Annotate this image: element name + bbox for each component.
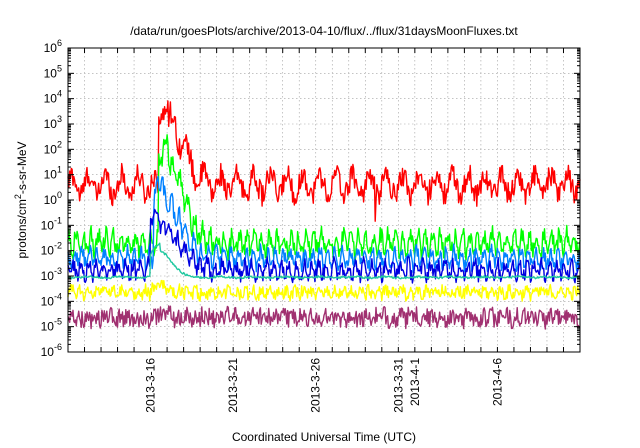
y-tick-label: 105 — [44, 63, 62, 80]
x-tick-label: 2013-3-21 — [226, 358, 240, 413]
x-axis-label: Coordinated Universal Time (UTC) — [232, 430, 416, 444]
series-line-5 — [67, 279, 581, 302]
y-axis-label-rest: -s-sr-MeV — [15, 141, 29, 194]
x-tick-label: 2013-4-6 — [490, 358, 504, 406]
y-axis-label: protons/cm2-s-sr-MeV — [13, 141, 29, 258]
y-tick-label: 101 — [44, 165, 62, 182]
y-tick-label: 106 — [44, 38, 62, 55]
series-line-6 — [67, 305, 581, 330]
x-tick-label: 2013-3-16 — [144, 358, 158, 413]
series-line-4 — [67, 242, 581, 280]
y-tick-label: 10-6 — [41, 342, 62, 359]
y-tick-label: 10-2 — [41, 241, 62, 258]
y-axis-label-sup: 2 — [13, 194, 23, 199]
y-tick-label: 102 — [44, 139, 62, 156]
x-tick-label: 2013-4-1 — [408, 358, 422, 406]
y-tick-label: 10-1 — [41, 215, 62, 232]
x-tick-label: 2013-3-31 — [391, 358, 405, 413]
y-tick-label: 10-5 — [41, 317, 62, 334]
y-tick-label: 100 — [44, 190, 62, 207]
series-line-2 — [67, 175, 581, 275]
y-tick-label: 103 — [44, 114, 62, 131]
y-tick-label: 10-4 — [41, 291, 62, 308]
series-line-0 — [67, 100, 581, 222]
series-layer — [67, 100, 581, 330]
tick-layer: 10-6 10-5 10-4 10-3 10-2 10-1 100 101 102 103 104 1… — [41, 38, 580, 413]
y-tick-label: 104 — [44, 89, 62, 106]
y-tick-label: 10-3 — [41, 266, 62, 283]
chart-title: /data/run/goesPlots/archive/2013-04-10/f… — [130, 24, 518, 38]
y-axis-label-base: protons/cm — [15, 199, 29, 258]
x-tick-label: 2013-3-26 — [309, 358, 323, 413]
